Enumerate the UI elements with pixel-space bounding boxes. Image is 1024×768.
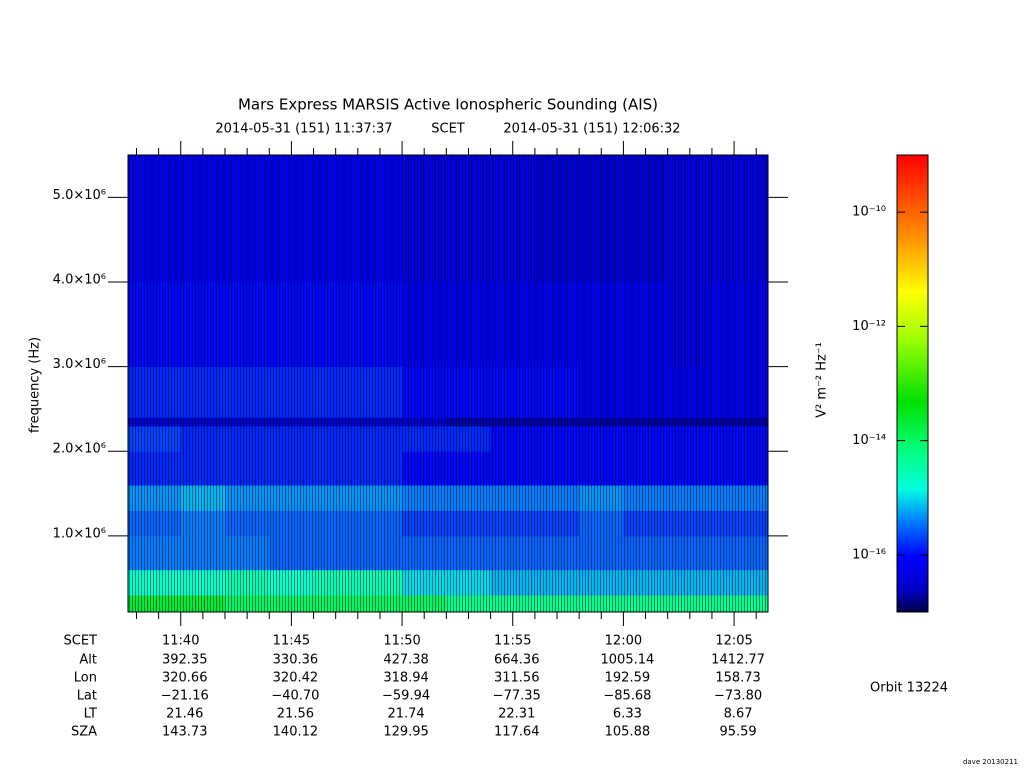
ephemeris-value: 1005.14 bbox=[601, 653, 655, 668]
ephemeris-value: −85.68 bbox=[603, 689, 651, 704]
y-tick-label: 5.0×10⁶ bbox=[53, 188, 106, 203]
ephemeris-value: 318.94 bbox=[383, 671, 429, 686]
footer: dave 20130211 bbox=[963, 758, 1018, 766]
ephemeris-value: 392.35 bbox=[162, 653, 208, 668]
ephemeris-value: 6.33 bbox=[613, 707, 642, 722]
start-time: 2014-05-31 (151) 11:37:37 bbox=[215, 122, 392, 137]
y-tick-label: 3.0×10⁶ bbox=[53, 357, 106, 372]
chart-title: Mars Express MARSIS Active Ionospheric S… bbox=[238, 96, 658, 114]
x-tick-label: 12:05 bbox=[715, 634, 752, 649]
x-tick-label: 11:45 bbox=[273, 634, 310, 649]
ephemeris-value: 21.56 bbox=[277, 707, 314, 722]
ephemeris-value: 105.88 bbox=[605, 725, 651, 740]
end-time: 2014-05-31 (151) 12:06:32 bbox=[503, 122, 680, 137]
orbit-label: Orbit 13224 bbox=[870, 681, 948, 696]
ephemeris-value: 143.73 bbox=[162, 725, 208, 740]
ephemeris-value: 158.73 bbox=[715, 671, 761, 686]
colorbar-tick-label: 10⁻¹⁴ bbox=[852, 433, 886, 448]
ephemeris-value: 330.36 bbox=[273, 653, 319, 668]
ephemeris-value: −73.80 bbox=[714, 689, 762, 704]
ephemeris-value: −40.70 bbox=[271, 689, 319, 704]
colorbar-label: V² m⁻² Hz⁻¹ bbox=[815, 342, 830, 418]
ephemeris-value: 311.56 bbox=[494, 671, 540, 686]
y-tick-label: 4.0×10⁶ bbox=[53, 272, 106, 287]
ephemeris-row-label: SCET bbox=[64, 634, 98, 649]
colorbar-tick-label: 10⁻¹² bbox=[852, 319, 886, 334]
ephemeris-value: 320.42 bbox=[273, 671, 319, 686]
sounding-texture bbox=[128, 155, 768, 612]
y-tick-label: 2.0×10⁶ bbox=[53, 442, 106, 457]
ephemeris-value: 129.95 bbox=[383, 725, 429, 740]
ephemeris-value: 192.59 bbox=[605, 671, 651, 686]
ephemeris-row-label: SZA bbox=[71, 725, 97, 740]
colorbar-tick-label: 10⁻¹⁶ bbox=[852, 547, 886, 562]
ephemeris-row-label: LT bbox=[84, 707, 97, 722]
x-tick-label: 11:40 bbox=[162, 634, 199, 649]
colorbar bbox=[896, 154, 929, 613]
ephemeris-value: 117.64 bbox=[494, 725, 540, 740]
ephemeris-value: 140.12 bbox=[273, 725, 319, 740]
ephemeris-value: 21.46 bbox=[166, 707, 203, 722]
x-tick-label: 11:55 bbox=[494, 634, 531, 649]
ephemeris-value: −77.35 bbox=[493, 689, 541, 704]
ephemeris-row-label: Lon bbox=[74, 671, 97, 686]
ephemeris-row-label: Alt bbox=[79, 653, 97, 668]
ephemeris-value: −21.16 bbox=[161, 689, 209, 704]
ephemeris-value: 22.31 bbox=[498, 707, 535, 722]
ephemeris-value: 8.67 bbox=[724, 707, 753, 722]
x-tick-label: 12:00 bbox=[605, 634, 642, 649]
ephemeris-value: 1412.77 bbox=[711, 653, 765, 668]
plot-frame bbox=[127, 154, 769, 613]
y-axis-label: frequency (Hz) bbox=[28, 337, 43, 433]
time-label: SCET bbox=[431, 122, 465, 137]
ephemeris-value: 95.59 bbox=[719, 725, 756, 740]
ephemeris-value: 427.38 bbox=[383, 653, 429, 668]
ephemeris-row-label: Lat bbox=[77, 689, 97, 704]
ephemeris-value: 664.36 bbox=[494, 653, 540, 668]
ephemeris-value: 21.74 bbox=[387, 707, 424, 722]
x-tick-label: 11:50 bbox=[383, 634, 420, 649]
ephemeris-value: 320.66 bbox=[162, 671, 208, 686]
ephemeris-value: −59.94 bbox=[382, 689, 430, 704]
colorbar-tick-label: 10⁻¹⁰ bbox=[852, 205, 886, 220]
y-tick-label: 1.0×10⁶ bbox=[53, 526, 106, 541]
